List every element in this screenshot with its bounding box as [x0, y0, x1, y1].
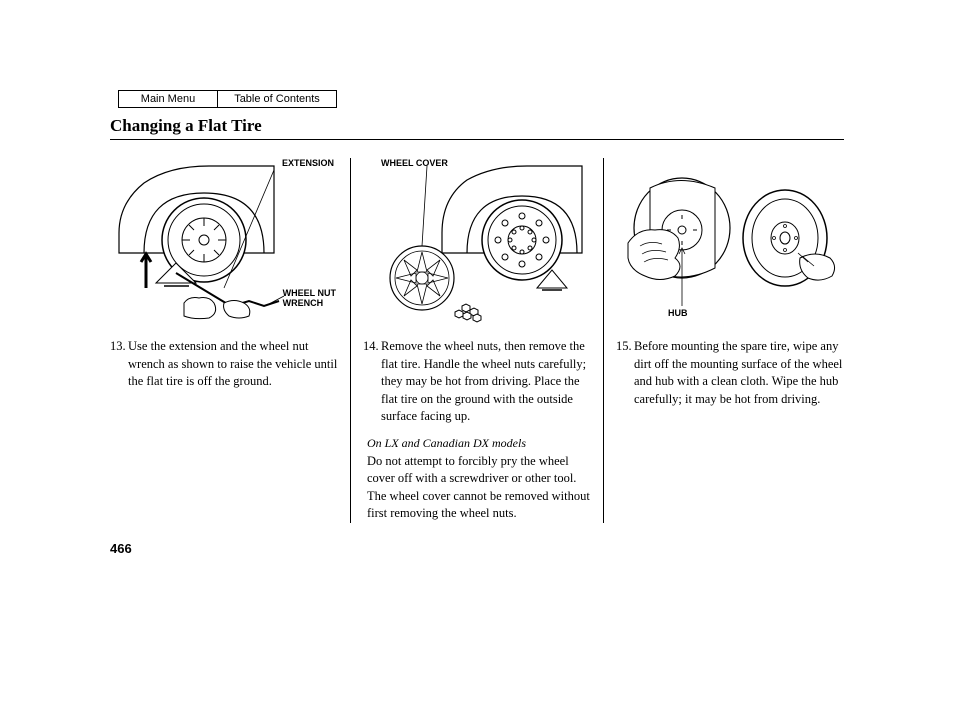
step-13: 13. Use the extension and the wheel nut … [110, 338, 338, 391]
note-body: Do not attempt to forcibly pry the wheel… [367, 453, 591, 523]
manual-page: Main Menu Table of Contents Changing a F… [0, 0, 954, 576]
step-15: 15. Before mounting the spare tire, wipe… [616, 338, 844, 408]
column-2: WHEEL COVER 14. Remove the wheel nuts, t… [353, 158, 601, 523]
step-text: Before mounting the spare tire, wipe any… [634, 338, 844, 408]
note-heading: On LX and Canadian DX models [367, 436, 591, 451]
step-14: 14. Remove the wheel nuts, then remove t… [363, 338, 591, 426]
nav-buttons: Main Menu Table of Contents [118, 90, 844, 108]
title-rule [110, 139, 844, 140]
table-of-contents-button[interactable]: Table of Contents [217, 90, 337, 108]
figure-hub-svg [616, 158, 844, 328]
step-number: 13. [110, 338, 128, 391]
figure-jack: EXTENSION WHEEL NUT WRENCH [110, 158, 338, 328]
label-wheel-cover: WHEEL COVER [381, 158, 448, 168]
figure-hub: HUB [616, 158, 844, 328]
figure-wheel-cover-svg [363, 158, 591, 328]
label-extension: EXTENSION [282, 158, 334, 168]
step-number: 14. [363, 338, 381, 426]
column-1: EXTENSION WHEEL NUT WRENCH 13. Use the e… [110, 158, 348, 523]
column-3: HUB 15. Before mounting the spare tire, … [606, 158, 844, 523]
column-separator-1 [350, 158, 351, 523]
step-text: Use the extension and the wheel nut wren… [128, 338, 338, 391]
label-hub: HUB [668, 308, 688, 318]
step-text: Remove the wheel nuts, then remove the f… [381, 338, 591, 426]
page-number: 466 [110, 541, 844, 556]
column-separator-2 [603, 158, 604, 523]
step-number: 15. [616, 338, 634, 408]
main-menu-button[interactable]: Main Menu [118, 90, 218, 108]
label-wheel-nut-wrench: WHEEL NUT WRENCH [283, 288, 336, 308]
page-title: Changing a Flat Tire [110, 116, 844, 136]
figure-wheel-cover: WHEEL COVER [363, 158, 591, 328]
content-columns: EXTENSION WHEEL NUT WRENCH 13. Use the e… [110, 158, 844, 523]
